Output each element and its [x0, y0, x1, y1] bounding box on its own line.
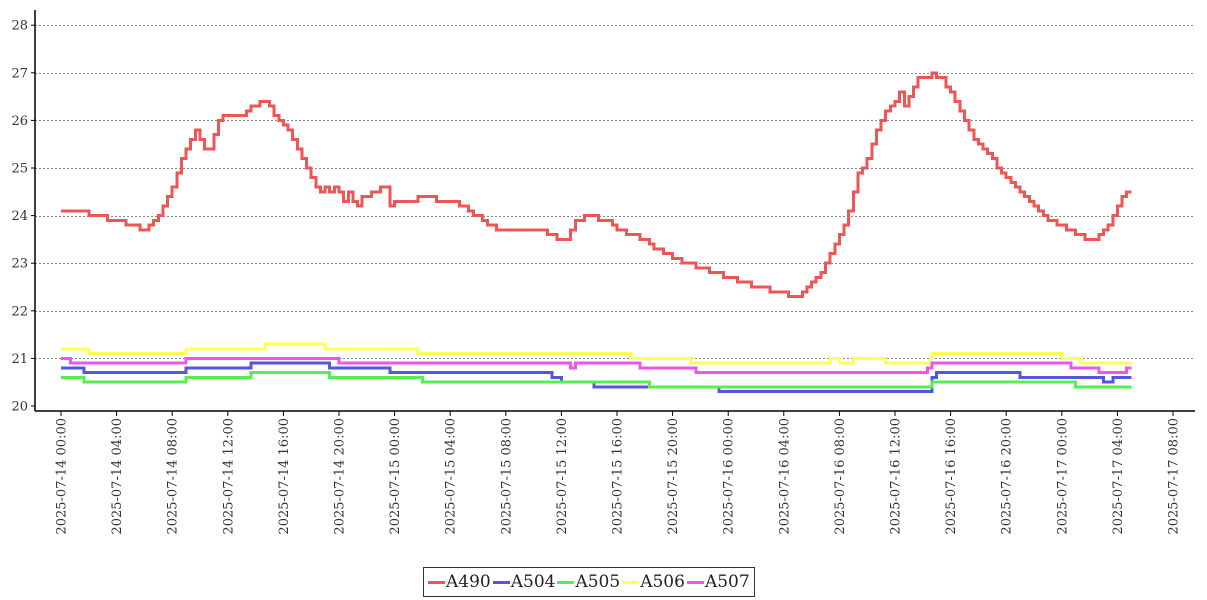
- y-tick-label: 26: [11, 114, 28, 129]
- x-tick-label: 2025-07-14 12:00: [221, 418, 236, 535]
- x-tick-label: 2025-07-16 16:00: [944, 418, 959, 535]
- x-tick-label: 2025-07-14 16:00: [277, 418, 292, 535]
- legend-swatch: [557, 580, 575, 584]
- legend-item-a504: A504: [491, 572, 556, 592]
- x-tick-label: 2025-07-14 08:00: [166, 418, 181, 535]
- series-line-a506: [61, 342, 1132, 365]
- legend-swatch: [428, 580, 445, 584]
- x-tick-label: 2025-07-15 04:00: [444, 418, 459, 535]
- x-tick-label: 2025-07-17 04:00: [1111, 418, 1126, 535]
- series-line-a507: [61, 356, 1132, 375]
- legend-label: A506: [640, 572, 685, 592]
- x-tick-label: 2025-07-14 20:00: [333, 418, 348, 535]
- y-tick-label: 25: [11, 162, 28, 177]
- legend-item-a490: A490: [426, 572, 491, 592]
- x-tick-label: 2025-07-15 12:00: [555, 418, 570, 535]
- x-tick-label: 2025-07-16 04:00: [777, 418, 792, 535]
- y-tick-label: 22: [11, 304, 28, 319]
- legend-label: A505: [575, 572, 621, 592]
- x-tick-labels: 2025-07-14 00:00 2025-07-14 04:00 2025-07-…: [55, 418, 1182, 535]
- series-lines: [61, 71, 1132, 394]
- y-tick-label: 21: [11, 352, 28, 367]
- series-line-a504: [61, 361, 1132, 394]
- x-tick-label: 2025-07-16 20:00: [1000, 418, 1015, 535]
- legend-item-a505: A505: [555, 572, 620, 592]
- y-tick-label: 27: [11, 66, 28, 81]
- x-tick-label: 2025-07-17 00:00: [1055, 418, 1070, 535]
- x-tick-label: 2025-07-16 08:00: [833, 418, 848, 535]
- legend-item-a506: A506: [620, 572, 685, 592]
- x-tick-label: 2025-07-16 00:00: [722, 418, 737, 535]
- series-line-a505: [61, 371, 1132, 389]
- legend-label: A504: [510, 572, 556, 592]
- x-tick-label: 2025-07-15 00:00: [388, 418, 403, 535]
- x-tick-label: 2025-07-16 12:00: [889, 418, 904, 535]
- chart-legend: A490 A504 A505 A506 A507: [423, 567, 755, 597]
- y-tick-labels: 20 21 22 23 24 25 26 27 28: [11, 19, 28, 415]
- legend-label: A490: [446, 572, 491, 592]
- legend-label: A507: [704, 572, 750, 592]
- x-tick-label: 2025-07-15 16:00: [611, 418, 626, 535]
- grid-lines: [35, 25, 1195, 359]
- legend-swatch: [686, 580, 704, 584]
- legend-swatch: [622, 580, 640, 584]
- x-tick-label: 2025-07-15 08:00: [499, 418, 514, 535]
- y-tick-label: 23: [11, 257, 28, 272]
- y-tick-label: 28: [11, 19, 28, 34]
- x-tick-label: 2025-07-17 08:00: [1167, 418, 1182, 535]
- x-tick-label: 2025-07-15 20:00: [666, 418, 681, 535]
- legend-swatch: [492, 580, 510, 584]
- series-line-a490: [61, 71, 1132, 298]
- axes: [31, 10, 1195, 416]
- y-tick-label: 20: [11, 400, 28, 415]
- y-tick-label: 24: [11, 209, 28, 224]
- legend-item-a507: A507: [685, 572, 750, 592]
- x-tick-label: 2025-07-14 00:00: [55, 418, 70, 535]
- x-tick-label: 2025-07-14 04:00: [110, 418, 125, 535]
